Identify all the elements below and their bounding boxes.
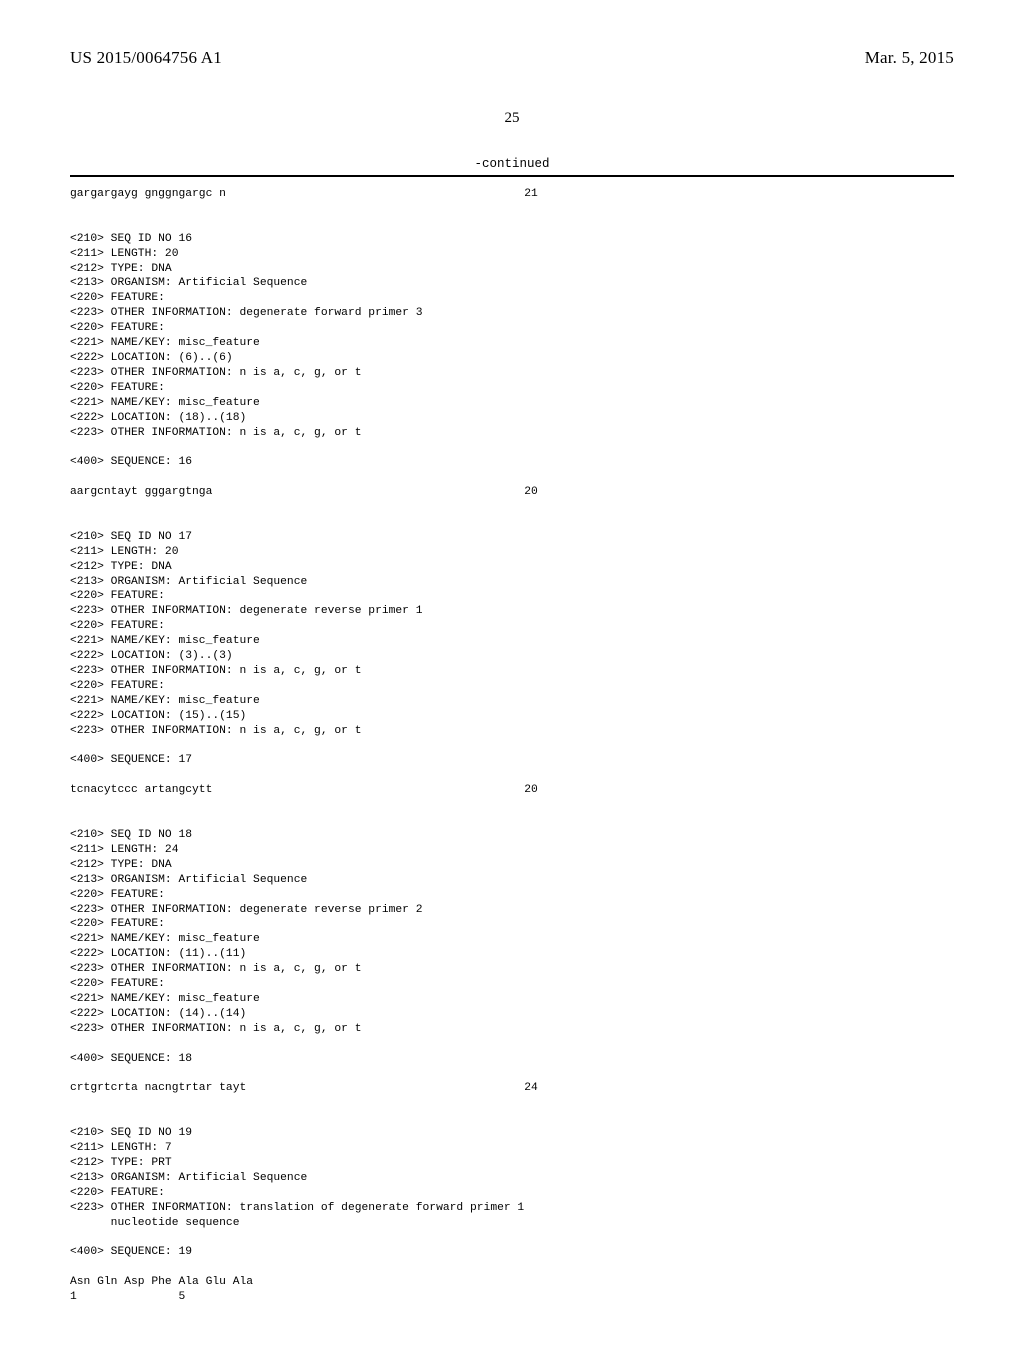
divider-top bbox=[70, 175, 954, 177]
continued-label: -continued bbox=[70, 157, 954, 171]
page-number: 25 bbox=[70, 110, 954, 127]
publication-number: US 2015/0064756 A1 bbox=[70, 48, 222, 68]
header: US 2015/0064756 A1 Mar. 5, 2015 bbox=[70, 48, 954, 68]
sequence-listing: gargargayg gnggngargc n 21 <210> SEQ ID … bbox=[70, 187, 954, 1305]
publication-date: Mar. 5, 2015 bbox=[865, 48, 954, 68]
